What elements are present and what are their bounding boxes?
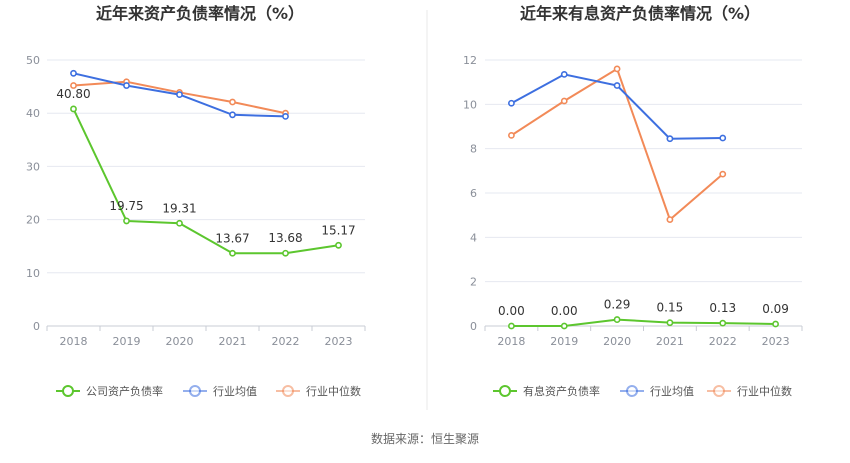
x-tick-label: 2019: [550, 335, 578, 348]
data-point-industry_median: [666, 216, 674, 223]
y-tick-label: 40: [26, 107, 40, 120]
data-source-note: 数据来源：恒生聚源: [371, 431, 479, 446]
data-point-industry_avg: [719, 134, 727, 142]
series-industry_avg: [508, 71, 727, 143]
y-tick-label: 0: [470, 320, 477, 333]
y-tick-label: 20: [26, 214, 40, 227]
data-label: 0.13: [709, 301, 736, 315]
data-label: 0.29: [604, 298, 631, 312]
data-point-industry_avg: [70, 69, 77, 77]
x-tick-label: 2018: [60, 335, 88, 348]
series-line-company: [72, 108, 339, 255]
legend-item-company: 有息资产负债率: [493, 384, 600, 398]
x-tick-label: 2020: [603, 335, 631, 348]
data-label: 19.31: [162, 201, 196, 215]
x-tick-label: 2023: [762, 335, 790, 348]
data-point-industry_avg: [123, 82, 130, 89]
legend-swatch-marker: [713, 385, 725, 397]
x-tick-label: 2022: [709, 335, 737, 348]
data-point-company: [70, 105, 77, 113]
data-point-industry_avg: [560, 71, 568, 78]
series-industry_avg: [70, 69, 289, 120]
legend-item-industry_median: 行业中位数: [276, 384, 361, 398]
data-point-industry_avg: [508, 99, 515, 107]
data-point-industry_avg: [613, 82, 621, 89]
series-industry_median: [508, 65, 727, 223]
data-label: 15.17: [321, 223, 355, 237]
y-tick-label: 12: [463, 54, 477, 67]
y-tick-label: 10: [463, 98, 477, 111]
data-label: 0.09: [762, 302, 789, 316]
data-label: 0.00: [498, 304, 525, 318]
legend-label: 有息资产负债率: [523, 384, 600, 398]
y-tick-label: 10: [26, 267, 40, 280]
y-tick-label: 50: [26, 54, 40, 67]
data-point-company: [123, 217, 130, 225]
legend-swatch-marker: [626, 385, 638, 397]
x-tick-label: 2018: [497, 335, 525, 348]
legend-swatch-marker: [282, 385, 294, 397]
data-point-industry_median: [560, 97, 568, 105]
data-label: 13.68: [268, 231, 302, 245]
legend-label: 公司资产负债率: [86, 384, 163, 398]
legend-item-industry_median: 行业中位数: [707, 384, 792, 398]
data-point-industry_avg: [176, 91, 183, 98]
y-tick-label: 8: [470, 143, 477, 156]
data-point-industry_median: [70, 82, 77, 89]
legend-item-industry_avg: 行业均值: [620, 385, 694, 398]
legend-swatch-marker: [189, 385, 201, 397]
legend-label: 行业均值: [650, 385, 694, 398]
data-label: 40.80: [56, 87, 90, 101]
data-point-company: [666, 319, 674, 327]
y-tick-label: 30: [26, 160, 40, 173]
x-tick-label: 2023: [325, 335, 353, 348]
data-label: 19.75: [109, 199, 143, 213]
y-tick-label: 0: [33, 320, 40, 333]
x-tick-label: 2019: [113, 335, 141, 348]
legend-label: 行业均值: [213, 385, 257, 398]
data-point-industry_median: [719, 170, 727, 178]
legend-item-company: 公司资产负债率: [56, 384, 163, 398]
chart-panel-interest-debt-ratio: 近年来有息资产负债率情况（%） 0 2 4 6 8 10 12 2018 2019 2020 2021…: [463, 4, 803, 398]
data-point-company: [176, 219, 183, 227]
chart-title: 近年来有息资产负债率情况（%）: [520, 4, 760, 23]
data-point-industry_avg: [666, 135, 674, 143]
data-point-industry_avg: [282, 112, 289, 120]
data-point-company: [335, 241, 342, 249]
legend-swatch-marker: [62, 385, 74, 397]
y-tick-label: 6: [470, 187, 477, 200]
data-point-industry_median: [229, 98, 236, 106]
data-point-industry_median: [508, 131, 515, 139]
series-line-company: [511, 318, 776, 327]
data-point-company: [719, 319, 727, 327]
series-line-industry_median: [510, 67, 724, 222]
legend-swatch-marker: [499, 385, 511, 397]
x-tick-label: 2021: [656, 335, 684, 348]
data-point-company: [560, 322, 568, 330]
chart-panel-debt-ratio: 近年来资产负债率情况（%） 0 10 20 30 40 50 2018 2019 2020 2021…: [26, 4, 366, 398]
data-point-company: [772, 320, 779, 328]
data-label: 13.67: [215, 231, 249, 245]
data-point-company: [282, 249, 289, 257]
data-point-company: [613, 316, 621, 323]
x-tick-label: 2020: [166, 335, 194, 348]
data-point-company: [508, 322, 515, 330]
data-label: 0.00: [551, 304, 578, 318]
legend-label: 行业中位数: [737, 384, 792, 398]
chart-title: 近年来资产负债率情况（%）: [96, 4, 304, 23]
legend-item-industry_avg: 行业均值: [183, 385, 257, 398]
data-label: 0.15: [657, 301, 684, 315]
data-point-industry_avg: [229, 111, 236, 119]
legend-label: 行业中位数: [306, 384, 361, 398]
y-tick-label: 4: [470, 231, 477, 244]
series-company: 40.80 19.75 19.31 13.67 13.68 15.17: [56, 87, 356, 257]
data-point-company: [229, 249, 236, 257]
series-company: 0.00 0.00 0.29 0.15 0.13 0.09: [498, 298, 789, 330]
data-point-industry_median: [613, 65, 621, 73]
x-tick-label: 2021: [219, 335, 247, 348]
y-tick-label: 2: [470, 276, 477, 289]
x-tick-label: 2022: [272, 335, 300, 348]
